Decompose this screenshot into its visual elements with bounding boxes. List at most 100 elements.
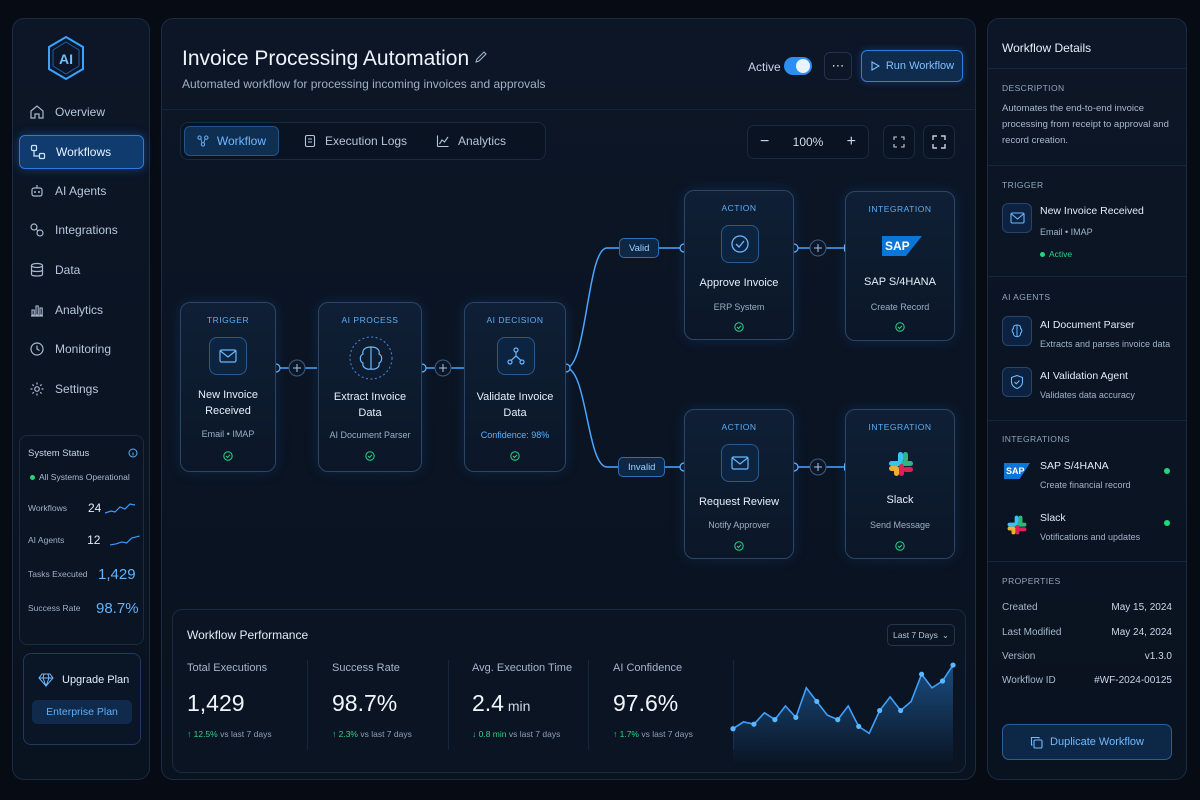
node-type: INTEGRATION — [868, 422, 932, 432]
active-toggle[interactable] — [784, 57, 812, 75]
node-trigger[interactable]: TRIGGER New Invoice Received Email • IMA… — [180, 302, 276, 472]
metric-value: 98.7% — [332, 690, 398, 716]
run-workflow-button[interactable]: Run Workflow — [861, 50, 963, 82]
sparkline-point — [730, 726, 736, 732]
decision-branch-icon — [497, 337, 535, 375]
node-type: AI DECISION — [486, 315, 544, 325]
fullscreen-button[interactable] — [923, 125, 955, 159]
property-created: Created May 15, 2024 — [1002, 602, 1172, 613]
date-range-value: Last 7 Days — [892, 630, 938, 640]
sidebar-item-label: Settings — [55, 382, 99, 396]
sparkline-area — [733, 665, 953, 766]
properties-heading: PROPERTIES — [1002, 576, 1061, 586]
enterprise-plan-button[interactable]: Enterprise Plan — [32, 700, 132, 724]
slack-logo-icon — [1007, 515, 1027, 535]
node-title: SAP S/4HANA — [864, 276, 936, 288]
fullscreen-icon — [932, 135, 946, 149]
node-request-review[interactable]: ACTION Request Review Notify Approver — [684, 409, 794, 559]
node-sap-integration[interactable]: INTEGRATION SAP SAP S/4HANA Create Recor… — [845, 191, 955, 341]
node-type: INTEGRATION — [868, 204, 932, 214]
metric-value: 97.6% — [613, 690, 679, 716]
description-text: Automates the end-to-end invoice process… — [1002, 103, 1169, 146]
check-circle-icon — [895, 541, 905, 551]
status-row-ai-agents: AI Agents 12 — [28, 530, 140, 550]
workflow-performance-card: Workflow Performance Last 7 Days ⌄ Total … — [172, 609, 966, 773]
node-approve-invoice[interactable]: ACTION Approve Invoice ERP System — [684, 190, 794, 340]
sidebar-item-label: Data — [55, 263, 81, 277]
check-circle-icon — [223, 451, 233, 461]
tab-workflow[interactable]: Workflow — [184, 126, 279, 156]
check-circle-icon — [510, 451, 520, 461]
diamond-icon — [38, 673, 54, 688]
sidebar-item-ai-agents[interactable]: AI Agents — [19, 174, 144, 208]
metric-unit: min — [503, 698, 531, 714]
brain-icon — [348, 335, 394, 381]
status-row-tasks-executed: Tasks Executed 1,429 — [28, 564, 140, 584]
sparkline-point — [877, 707, 883, 714]
system-status-card: System Status All Systems Operational Wo… — [19, 435, 144, 645]
property-value: May 24, 2024 — [1111, 627, 1172, 638]
fit-view-icon — [893, 136, 905, 148]
metric-value: 2.4 — [472, 690, 504, 716]
sidebar-item-workflows[interactable]: Workflows — [19, 135, 144, 169]
tab-execution-logs[interactable]: Execution Logs — [291, 126, 419, 156]
ai-logo-icon[interactable]: AI — [46, 35, 86, 81]
sidebar-item-integrations[interactable]: Integrations — [19, 213, 144, 247]
check-circle-icon — [365, 451, 375, 461]
system-operational-status: All Systems Operational — [30, 472, 130, 482]
status-dot-icon — [30, 474, 35, 480]
sidebar-item-settings[interactable]: Settings — [19, 372, 144, 406]
stat-label: Success Rate — [28, 603, 81, 613]
sidebar-item-monitoring[interactable]: Monitoring — [19, 332, 144, 366]
sparkline-point — [856, 723, 862, 730]
agent-description: Extracts and parses invoice data — [1040, 339, 1171, 349]
tab-label: Workflow — [216, 134, 266, 148]
node-title: Approve Invoice — [699, 277, 779, 289]
node-validate-invoice-data[interactable]: AI DECISION Validate Invoice Data Confid… — [464, 302, 566, 472]
duplicate-workflow-button[interactable]: Duplicate Workflow — [1002, 724, 1172, 760]
edit-pencil-icon[interactable] — [474, 50, 488, 64]
metric-divider — [448, 660, 449, 750]
metric-delta: ↑ 2.3% — [332, 729, 358, 739]
sidebar-item-data[interactable]: Data — [19, 253, 144, 287]
sparkline-icon — [105, 503, 136, 514]
upgrade-plan-card[interactable]: Upgrade Plan Enterprise Plan — [23, 653, 141, 745]
metric-compare: vs last 7 days — [639, 729, 693, 739]
sidebar: AI Overview Workflows AI Agents Integrat… — [12, 18, 150, 780]
node-slack-integration[interactable]: INTEGRATION Slack Send Message — [845, 409, 955, 559]
property-value: #WF-2024-00125 — [1094, 675, 1172, 686]
fit-view-button[interactable] — [883, 125, 915, 159]
property-label: Last Modified — [1002, 627, 1062, 638]
status-row-workflows: Workflows 24 — [28, 498, 140, 518]
node-title: Validate Invoice Data — [476, 391, 554, 419]
property-label: Workflow ID — [1002, 675, 1056, 686]
date-range-select[interactable]: Last 7 Days ⌄ — [887, 624, 955, 646]
tab-analytics[interactable]: Analytics — [424, 126, 518, 156]
metric-avg-execution-time: Avg. Execution Time 2.4 min ↓ 0.8 min vs… — [472, 662, 572, 762]
metric-divider — [733, 660, 734, 750]
ellipsis-icon: ⋯ — [831, 58, 845, 73]
chevron-down-icon: ⌄ — [941, 629, 949, 640]
stat-label: Tasks Executed — [28, 569, 88, 579]
node-type: AI PROCESS — [341, 315, 399, 325]
info-icon[interactable] — [128, 448, 138, 458]
node-extract-invoice-data[interactable]: AI PROCESS Extract Invoice Data AI Docum… — [318, 302, 422, 472]
integrations-heading: INTEGRATIONS — [1002, 434, 1070, 444]
section-divider — [988, 68, 1186, 69]
mail-icon — [721, 444, 759, 482]
sparkline-line — [732, 664, 954, 735]
trigger-status-label: Active — [1049, 249, 1073, 259]
mail-icon — [1002, 203, 1032, 233]
connector-validate-approve — [565, 247, 682, 369]
agent-name: AI Document Parser — [1040, 319, 1135, 331]
sidebar-item-overview[interactable]: Overview — [19, 95, 144, 129]
sidebar-item-analytics[interactable]: Analytics — [19, 293, 144, 327]
zoom-in-button[interactable]: + — [846, 133, 856, 150]
node-title: Extract Invoice Data — [333, 391, 407, 419]
active-label: Active — [748, 60, 781, 74]
sparkline-point — [950, 662, 956, 668]
zoom-out-button[interactable]: − — [760, 133, 770, 150]
sparkline-point — [772, 717, 778, 723]
sparkline-point — [898, 707, 904, 714]
more-options-button[interactable]: ⋯ — [824, 52, 852, 80]
